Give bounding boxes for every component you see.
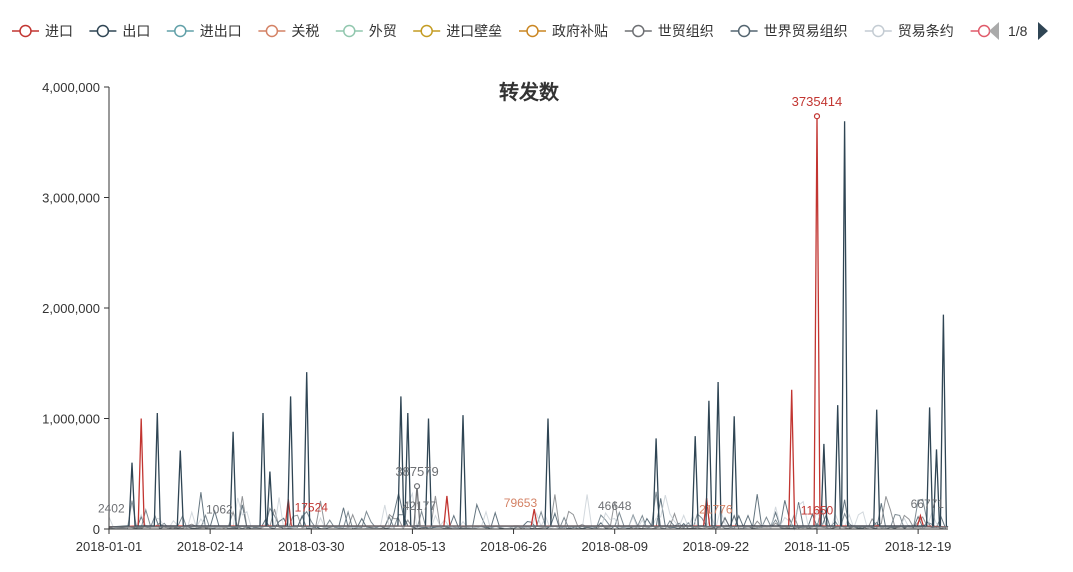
legend-prev-icon[interactable] xyxy=(989,22,999,40)
series-0 xyxy=(108,116,949,528)
annotation-marker xyxy=(813,113,821,120)
legend-item-5[interactable]: 进口壁垒 xyxy=(413,23,502,39)
legend-item-2[interactable]: 进出口 xyxy=(166,23,242,39)
legend-label: 世界贸易组织 xyxy=(764,23,848,39)
legend-symbol-icon xyxy=(19,24,32,38)
legend-label: 政府补贴 xyxy=(552,23,608,39)
legend-item-8[interactable]: 世界贸易组织 xyxy=(730,23,848,39)
annotation-label-9: 11650 xyxy=(801,504,834,518)
legend-symbol-icon xyxy=(420,24,433,38)
legend-page-indicator: 1/8 xyxy=(1008,23,1028,39)
x-tick-label: 2018-09-22 xyxy=(683,539,750,554)
legend-item-1[interactable]: 出口 xyxy=(89,23,150,39)
annotation-label-4: 17524 xyxy=(295,500,329,514)
legend-item-7[interactable]: 世贸组织 xyxy=(624,23,714,39)
legend-item-0[interactable]: 进口 xyxy=(12,23,73,39)
plot-area: 0 1,000,000 2,000,000 3,000,000 4,000,000 201… xyxy=(42,80,951,554)
legend-symbol-icon xyxy=(632,24,645,38)
annotation-marker xyxy=(413,483,421,490)
x-tick-label: 2018-02-14 xyxy=(177,539,244,554)
x-tick-label: 2018-11-05 xyxy=(784,539,850,554)
series-line-1 xyxy=(108,121,949,528)
annotation-label-0: 3735414 xyxy=(792,94,843,109)
annotation-label-5: 42177 xyxy=(403,499,437,513)
legend-item-3[interactable]: 关税 xyxy=(258,23,319,39)
annotation-label-8: 21776 xyxy=(699,503,733,517)
x-tick-label: 2018-05-13 xyxy=(379,539,446,554)
chart-title: 转发数 xyxy=(499,80,560,104)
x-tick-label: 2018-01-01 xyxy=(76,539,143,554)
legend-symbol-icon xyxy=(96,24,110,38)
legend-item-4[interactable]: 外贸 xyxy=(335,23,397,39)
x-tick-label: 2018-08-09 xyxy=(581,539,648,554)
legend-symbol-icon xyxy=(872,24,885,38)
annotation-label-2: 2402 xyxy=(98,501,125,515)
series-layer xyxy=(108,116,949,528)
annotation-label-7: 46648 xyxy=(598,499,632,513)
legend-label: 外贸 xyxy=(369,23,397,39)
legend-pager: 1/8 xyxy=(989,22,1048,40)
y-tick-label: 0 xyxy=(93,522,100,537)
legend-label: 进出口 xyxy=(200,23,242,39)
legend-label: 出口 xyxy=(122,23,150,39)
x-tick-label: 2018-06-26 xyxy=(480,539,547,554)
legend-item-6[interactable]: 政府补贴 xyxy=(519,23,608,39)
legend: 进口 出口 进出口 关税 外贸 进口壁垒 政府补贴 世贸组织 世界贸易组织 贸易条约 xyxy=(12,23,998,39)
legend-symbol-icon xyxy=(737,24,751,38)
y-tick-label: 2,000,000 xyxy=(42,301,100,316)
series-1 xyxy=(108,121,949,528)
legend-label: 进口壁垒 xyxy=(446,23,502,39)
series-line-0 xyxy=(108,116,949,528)
y-tick-label: 4,000,000 xyxy=(42,80,100,95)
axes: 0 1,000,000 2,000,000 3,000,000 4,000,000 201… xyxy=(42,80,951,554)
data-labels: 3735414 387579 2402 1062 17524 42177 79653 4664… xyxy=(98,94,944,517)
annotation-label-6: 79653 xyxy=(504,496,538,510)
annotation-label-1: 387579 xyxy=(395,464,438,479)
annotation-label-3: 1062 xyxy=(206,503,233,517)
background-noise-line-3 xyxy=(108,491,946,530)
y-tick-label: 3,000,000 xyxy=(42,191,100,206)
legend-symbol-icon xyxy=(265,24,279,38)
legend-symbol-icon xyxy=(174,24,187,38)
legend-label: 世贸组织 xyxy=(658,23,714,39)
annotation-label-10: 66771 xyxy=(911,497,945,511)
legend-label: 关税 xyxy=(291,23,319,39)
legend-symbol-icon xyxy=(977,24,991,38)
legend-item-9[interactable]: 贸易条约 xyxy=(864,23,954,39)
legend-label: 进口 xyxy=(45,23,73,39)
legend-symbol-icon xyxy=(343,24,356,38)
x-tick-label: 2018-03-30 xyxy=(278,539,345,554)
y-tick-label: 1,000,000 xyxy=(42,412,100,427)
x-tick-label: 2018-12-19 xyxy=(885,539,952,554)
legend-label: 贸易条约 xyxy=(898,23,954,39)
legend-symbol-icon xyxy=(526,24,539,38)
legend-next-icon[interactable] xyxy=(1038,22,1048,40)
